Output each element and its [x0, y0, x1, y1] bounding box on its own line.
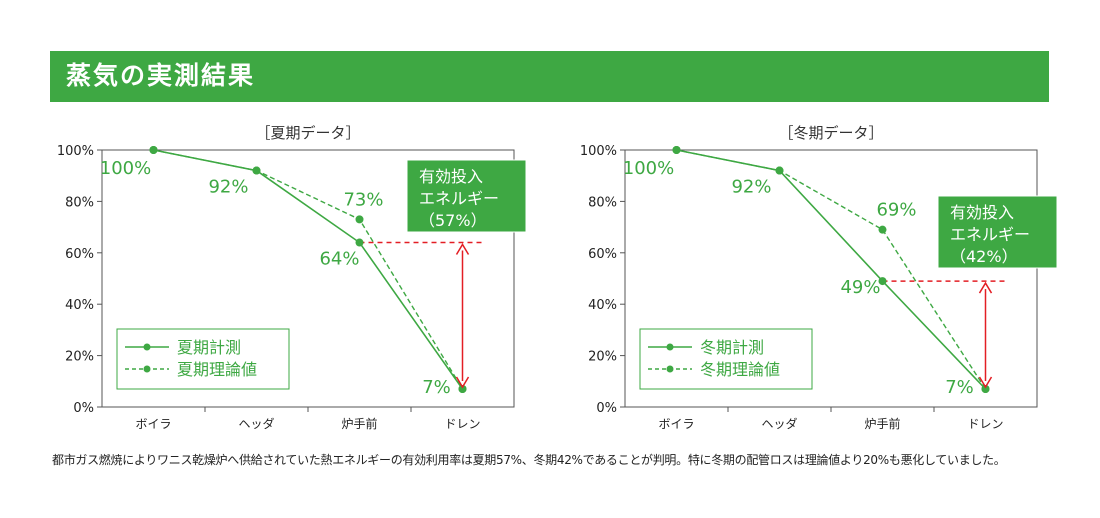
chart1-legend-marker — [143, 343, 151, 351]
chart1-data-label: 7% — [422, 377, 451, 398]
chart2-data-label: 100% — [623, 158, 674, 179]
chart1-callout-text: 有効投入 — [419, 167, 483, 186]
chart1-legend-marker — [143, 365, 151, 373]
chart2-y-tick-label: 0% — [596, 401, 617, 416]
chart1-title: ［夏期データ］ — [255, 124, 360, 142]
chart1-series-line-theory — [153, 149, 464, 390]
chart1-legend-label: 夏期計測 — [177, 338, 241, 357]
chart1-y-tick-label: 80% — [65, 195, 94, 210]
chart2-data-label: 49% — [840, 277, 880, 298]
chart2-y-tick-label: 100% — [580, 144, 617, 159]
chart2-y-tick-label: 80% — [588, 195, 617, 210]
chart2-data-point — [775, 166, 784, 175]
chart1-y-tick-label: 40% — [65, 298, 94, 313]
chart2-legend-marker — [666, 365, 674, 373]
chart2-x-tick-label: ドレン — [967, 417, 1003, 431]
chart2-x-tick-label: ヘッダ — [761, 416, 797, 431]
chart2-legend-box — [639, 328, 813, 390]
chart1-data-point — [458, 385, 467, 394]
chart2-title: ［冬期データ］ — [778, 124, 883, 142]
chart2-legend-label: 冬期計測 — [700, 338, 764, 357]
chart1-y-tick-label: 60% — [65, 247, 94, 262]
chart2-series-line-theory — [676, 149, 987, 390]
chart2-data-label: 7% — [945, 377, 974, 398]
chart1-x-tick-label: ボイラ — [135, 417, 171, 431]
chart2-callout-text: 有効投入 — [950, 203, 1014, 222]
chart1-data-point — [149, 146, 158, 154]
chart1-data-label: 100% — [100, 158, 151, 179]
chart1-y-tick-label: 100% — [57, 144, 94, 159]
header-bar: 蒸気の実測結果 — [50, 51, 1049, 102]
chart2-data-point — [878, 225, 887, 234]
chart1-callout-text: エネルギー — [419, 189, 499, 208]
chart1-data-label: 64% — [319, 249, 359, 270]
chart2-callout-box — [937, 195, 1058, 269]
chart1-x-tick-label: ドレン — [444, 417, 480, 431]
chart1-x-tick-label: 炉手前 — [341, 416, 377, 431]
chart2-y-tick-label: 60% — [588, 247, 617, 262]
chart1-data-point — [355, 215, 364, 224]
chart2-x-tick-label: 炉手前 — [864, 416, 900, 431]
chart2-legend-label: 冬期理論値 — [700, 360, 780, 379]
chart2-data-point — [878, 277, 887, 286]
caption-text: 都市ガス燃焼によりワニス乾燥炉へ供給されていた熱エネルギーの有効利用率は夏期57… — [52, 453, 1006, 467]
chart2-callout-text: （42%） — [950, 247, 1018, 266]
chart1-data-label: 92% — [208, 177, 248, 198]
chart1-data-point — [355, 238, 364, 247]
chart1-arrow-head-top — [455, 243, 470, 255]
chart1-y-tick-label: 20% — [65, 350, 94, 365]
chart1-y-tick-label: 0% — [73, 401, 94, 416]
page-title: 蒸気の実測結果 — [66, 61, 256, 90]
chart2-data-point — [981, 385, 990, 394]
chart2-x-tick-label: ボイラ — [658, 417, 694, 431]
chart1-data-label: 73% — [343, 189, 383, 210]
chart2-y-tick-label: 20% — [588, 350, 617, 365]
chart2-arrow-head-bottom — [978, 376, 993, 389]
chart2-y-tick-label: 40% — [588, 298, 617, 313]
chart1-callout-text: （57%） — [419, 211, 487, 230]
chart2-data-point — [672, 146, 681, 154]
chart2-arrow-head-top — [978, 281, 993, 294]
chart1-legend-label: 夏期理論値 — [177, 360, 257, 379]
chart1-arrow-head-bottom — [455, 376, 470, 389]
chart1-data-point — [252, 166, 261, 175]
chart2-data-label: 69% — [876, 200, 916, 221]
chart2-legend-marker — [666, 343, 674, 351]
chart2-data-label: 92% — [731, 177, 771, 198]
chart1-x-tick-label: ヘッダ — [238, 416, 274, 431]
chart1-legend-box — [116, 328, 290, 390]
chart1-callout-box — [406, 159, 527, 233]
chart2-callout-text: エネルギー — [950, 225, 1030, 244]
